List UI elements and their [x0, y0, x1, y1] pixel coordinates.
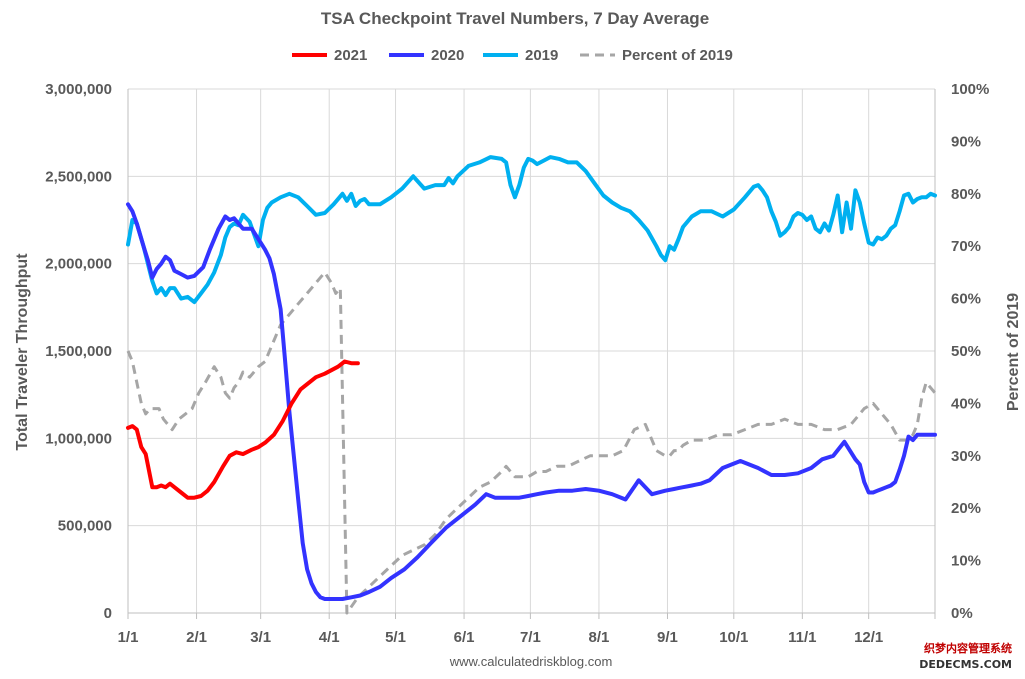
- x-tick-label: 5/1: [385, 629, 406, 646]
- x-tick-label: 10/1: [719, 629, 748, 646]
- y-tick-label: 1,500,000: [45, 343, 112, 360]
- y-tick-label: 2,500,000: [45, 168, 112, 185]
- legend-label: 2019: [525, 47, 558, 64]
- watermark-line2: DEDECMS.COM: [919, 658, 1012, 671]
- y-tick-label: 500,000: [58, 518, 112, 535]
- y2-tick-label: 30%: [951, 448, 981, 465]
- x-axis-ticks: 1/1 2/1 3/1 4/1 5/1 6/1 7/1 8/1 9/1 10/1 11/1 12/1: [118, 613, 936, 646]
- legend-label: Percent of 2019: [622, 47, 733, 64]
- y2-tick-label: 100%: [951, 81, 989, 98]
- y2-tick-label: 90%: [951, 133, 981, 150]
- legend-label: 2020: [431, 47, 464, 64]
- chart-title: TSA Checkpoint Travel Numbers, 7 Day Ave…: [321, 9, 709, 28]
- source-label: www.calculatedriskblog.com: [449, 654, 613, 669]
- y-tick-label: 2,000,000: [45, 256, 112, 273]
- x-tick-label: 4/1: [319, 629, 340, 646]
- y2-tick-label: 70%: [951, 238, 981, 255]
- left-axis-ticks: 0 500,000 1,000,000 1,500,000 2,000,000 2,500…: [45, 81, 112, 622]
- y2-tick-label: 0%: [951, 605, 973, 622]
- y2-tick-label: 40%: [951, 395, 981, 412]
- x-tick-label: 11/1: [788, 629, 816, 646]
- y-tick-label: 0: [104, 605, 112, 622]
- legend: 2021 2020 2019 Percent of 2019: [292, 47, 733, 64]
- x-tick-label: 1/1: [118, 629, 139, 646]
- right-axis-ticks: 0% 10% 20% 30% 40% 50% 60% 70% 80% 90% 100%: [951, 81, 989, 622]
- y2-tick-label: 50%: [951, 343, 981, 360]
- x-tick-label: 7/1: [520, 629, 541, 646]
- x-tick-label: 12/1: [854, 629, 883, 646]
- series-line-2020: [126, 202, 937, 601]
- x-tick-label: 8/1: [589, 629, 610, 646]
- x-tick-label: 2/1: [186, 629, 207, 646]
- y-axis-label: Total Traveler Throughput: [14, 253, 31, 451]
- series-line-percent-of-2019: [126, 270, 937, 615]
- y2-tick-label: 80%: [951, 186, 981, 203]
- y2-tick-label: 10%: [951, 553, 981, 570]
- gridlines: [128, 88, 935, 613]
- x-tick-label: 9/1: [657, 629, 678, 646]
- y-tick-label: 3,000,000: [45, 81, 112, 98]
- y2-tick-label: 60%: [951, 291, 981, 308]
- y-tick-label: 1,000,000: [45, 430, 112, 447]
- x-tick-label: 3/1: [250, 629, 271, 646]
- series-line-2021: [126, 359, 360, 500]
- watermark: 织梦内容管理系统 DEDECMS.COM: [919, 641, 1012, 671]
- x-tick-label: 6/1: [454, 629, 475, 646]
- legend-label: 2021: [334, 47, 367, 64]
- series-line-2019: [126, 155, 937, 305]
- series-lines: [126, 155, 937, 615]
- y2-tick-label: 20%: [951, 500, 981, 517]
- y2-axis-label: Percent of 2019: [1005, 293, 1022, 411]
- watermark-line1: 织梦内容管理系统: [924, 641, 1012, 655]
